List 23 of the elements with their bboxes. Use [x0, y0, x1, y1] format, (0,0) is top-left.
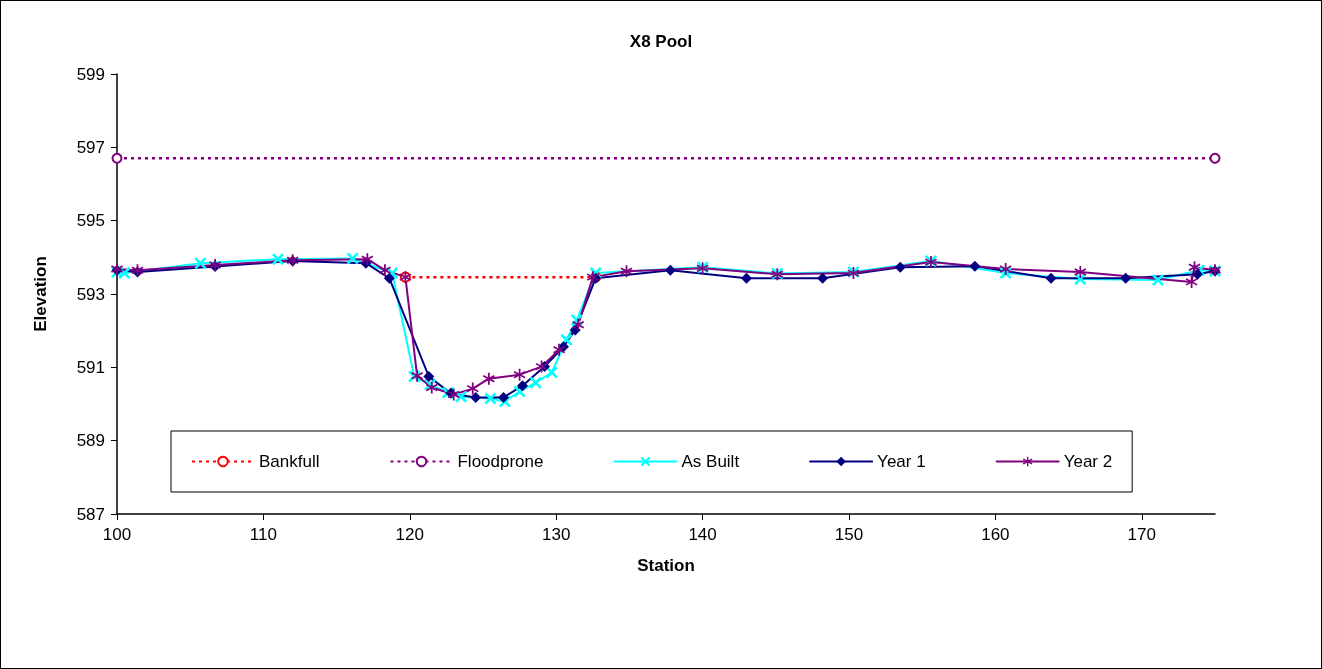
legend-label: Year 1 — [877, 452, 926, 471]
x-tick-label: 150 — [834, 525, 864, 544]
y-tick-label: 587 — [76, 504, 105, 524]
legend-label: Year 2 — [1063, 452, 1113, 471]
x-tick-label: 130 — [542, 525, 571, 544]
y-tick-label: 589 — [76, 431, 105, 451]
x-tick-label: 100 — [102, 525, 132, 544]
y-tick-label: 599 — [76, 64, 105, 84]
x-tick-label: 110 — [249, 525, 277, 544]
x-tick-label: 170 — [1127, 525, 1156, 544]
y-tick-label: 595 — [76, 211, 105, 231]
y-axis-title: Elevation — [31, 256, 50, 332]
y-tick-label: 591 — [76, 357, 105, 377]
legend-label: Bankfull — [259, 452, 320, 471]
legend-label: Floodprone — [457, 452, 544, 471]
y-tick-label: 597 — [76, 137, 105, 157]
y-tick-label: 593 — [76, 284, 105, 304]
legend-label: As Built — [681, 452, 740, 471]
x-tick-label: 120 — [395, 525, 424, 544]
chart-title: X8 Pool — [629, 32, 693, 51]
x-axis-title: Station — [637, 556, 695, 575]
x-tick-label: 140 — [688, 525, 717, 544]
x-tick-label: 160 — [981, 525, 1010, 544]
